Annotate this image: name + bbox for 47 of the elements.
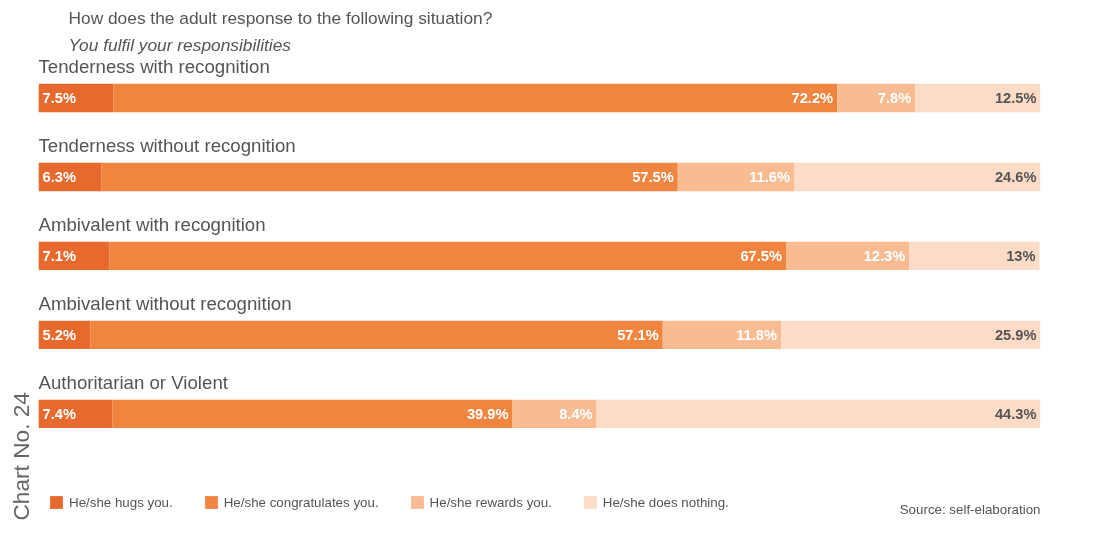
bar bbox=[780, 320, 1041, 350]
bar bbox=[596, 399, 1041, 429]
data-label: 7.8% bbox=[877, 89, 912, 106]
y-tick-label: Tenderness without recognition bbox=[38, 135, 296, 157]
data-label: 39.9% bbox=[466, 405, 509, 422]
data-label: 12.3% bbox=[863, 247, 906, 264]
bar bbox=[677, 162, 795, 192]
bar bbox=[112, 399, 513, 429]
data-label: 11.8% bbox=[736, 326, 777, 343]
bar bbox=[909, 241, 1040, 271]
data-label: 5.2% bbox=[42, 326, 76, 343]
chart-title: How does the adult response to the following situation? bbox=[68, 7, 493, 28]
bar bbox=[109, 241, 786, 271]
legend-label: He/she congratulates you. bbox=[223, 494, 379, 510]
source-note: Source: self-elaboration bbox=[899, 501, 1041, 517]
legend-label: He/she rewards you. bbox=[429, 494, 552, 510]
data-label: 11.6% bbox=[749, 168, 790, 185]
bar bbox=[113, 83, 838, 113]
data-label: 6.3% bbox=[42, 168, 76, 185]
data-label: 13% bbox=[1006, 247, 1036, 264]
chart-subtitle: You fulfil your responsibilities bbox=[68, 34, 292, 55]
bar bbox=[90, 320, 663, 350]
legend-label: He/she does nothing. bbox=[602, 494, 729, 510]
data-label: 24.6% bbox=[994, 168, 1037, 185]
y-tick-label: Tenderness with recognition bbox=[38, 56, 270, 78]
bar bbox=[662, 320, 781, 350]
data-label: 67.5% bbox=[740, 247, 782, 264]
data-label: 44.3% bbox=[994, 405, 1037, 422]
bar bbox=[512, 399, 597, 429]
data-label: 57.5% bbox=[632, 168, 674, 185]
text: Chart No. 24 bbox=[7, 392, 34, 521]
data-label: 25.9% bbox=[994, 326, 1037, 343]
y-tick-label: Authoritarian or Violent bbox=[38, 372, 229, 394]
bar bbox=[101, 162, 678, 192]
data-label: 12.5% bbox=[994, 89, 1037, 106]
data-label: 7.5% bbox=[42, 89, 76, 106]
bar bbox=[915, 83, 1041, 113]
y-tick-label: Ambivalent without recognition bbox=[38, 293, 292, 315]
data-label: 7.1% bbox=[42, 247, 76, 264]
bar bbox=[785, 241, 910, 271]
data-label: 7.4% bbox=[42, 405, 76, 422]
legend-label: He/she hugs you. bbox=[69, 494, 173, 510]
y-tick-label: Ambivalent with recognition bbox=[38, 214, 266, 236]
data-label: 72.2% bbox=[791, 89, 834, 106]
data-label: 8.4% bbox=[559, 405, 593, 422]
bar bbox=[794, 162, 1041, 192]
data-label: 57.1% bbox=[617, 326, 659, 343]
